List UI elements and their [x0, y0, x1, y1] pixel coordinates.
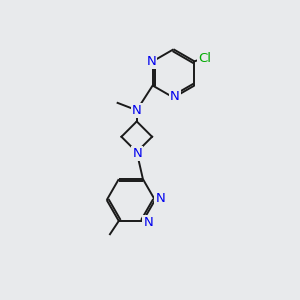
Text: N: N	[133, 147, 142, 160]
Text: N: N	[170, 90, 180, 103]
Text: N: N	[143, 216, 153, 229]
Text: N: N	[132, 104, 142, 117]
Text: N: N	[146, 55, 156, 68]
Text: Cl: Cl	[198, 52, 211, 65]
Text: N: N	[155, 192, 165, 205]
